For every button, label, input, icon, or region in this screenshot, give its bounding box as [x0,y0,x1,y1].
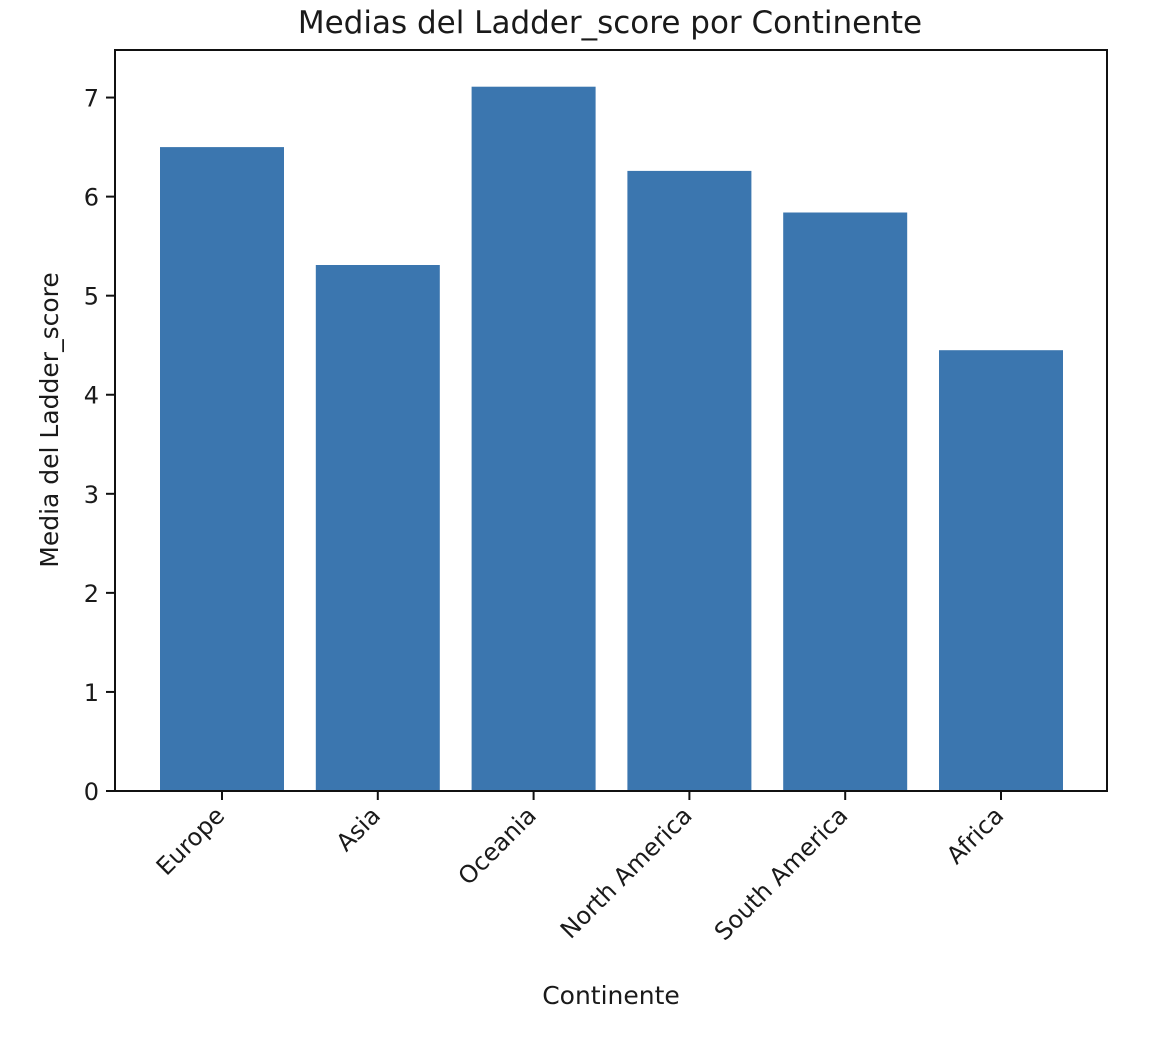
y-tick-label: 3 [84,481,99,509]
x-tick-label: Europe [151,801,230,880]
y-tick-label: 7 [84,85,99,113]
x-tick-label: North America [555,801,698,944]
bar-south-america [783,212,908,791]
x-axis-ticks: Europe Asia Oceania North America South Amer… [151,791,1009,946]
x-axis-label: Continente [542,981,680,1010]
plot-frame [114,49,1108,792]
bar-asia [315,265,440,791]
y-tick-label: 1 [84,679,99,707]
y-axis-label: Media del Ladder_score [35,272,64,568]
y-axis-ticks: 0 1 2 3 4 5 6 7 [84,85,115,806]
x-tick-label: Asia [331,801,386,856]
x-tick-label: Africa [941,801,1009,869]
y-tick-label: 5 [84,283,99,311]
y-tick-label: 6 [84,184,99,212]
y-tick-label: 2 [84,580,99,608]
y-tick-label: 0 [84,778,99,806]
x-tick-label: South America [709,801,854,946]
bars-layer [160,86,1063,792]
bar-oceania [471,86,596,791]
chart-title: Medias del Ladder_score por Continente [298,5,922,41]
bar-europe [160,147,284,792]
x-tick-label: Oceania [453,801,542,890]
y-tick-label: 4 [84,382,99,410]
bar-north-america [627,170,752,791]
bar-africa [939,350,1063,791]
